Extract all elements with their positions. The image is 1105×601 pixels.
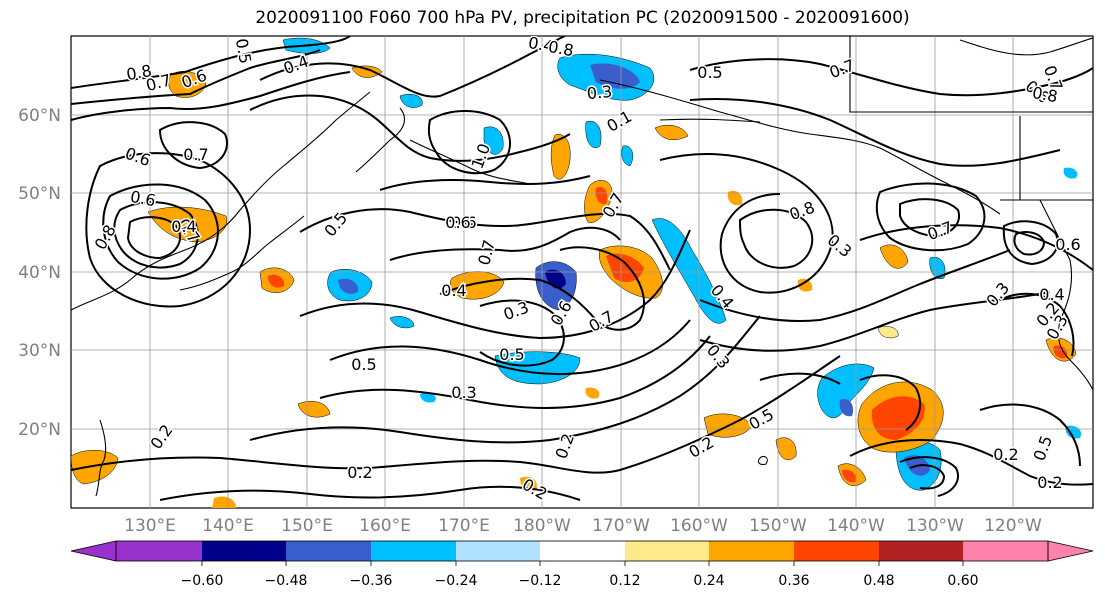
pv-contours bbox=[71, 36, 1093, 501]
colorbar-swatch-4 bbox=[371, 541, 456, 561]
lat-label-40n: 40°N bbox=[18, 263, 61, 283]
colorbar-tick-10: 0.60 bbox=[947, 573, 978, 589]
lon-label-120w: 120°W bbox=[984, 516, 1042, 536]
contour-label: 0.7 bbox=[183, 145, 208, 164]
contour-label: 0.2 bbox=[993, 445, 1018, 464]
colorbar-tick-2: −0.48 bbox=[265, 573, 308, 589]
contour-label: 0.4 bbox=[441, 281, 466, 300]
lon-label-160e: 160°E bbox=[359, 516, 411, 536]
contour-label: 0.2 bbox=[1037, 473, 1062, 492]
lon-label-130e: 130°E bbox=[124, 516, 176, 536]
colorbar-tick-6: 0.12 bbox=[609, 573, 640, 589]
colorbar-swatch-3 bbox=[286, 541, 371, 561]
contour-label: 0.4 bbox=[171, 217, 196, 236]
contour-label: 0.6 bbox=[129, 187, 157, 210]
contour-label: 0.8 bbox=[1031, 83, 1059, 106]
colorbar-outline bbox=[115, 540, 1049, 562]
map-title: 2020091100 F060 700 hPa PV, precipitatio… bbox=[255, 8, 910, 28]
lon-label-130w: 130°W bbox=[906, 516, 964, 536]
lon-label-180w: 180°W bbox=[513, 516, 571, 536]
colorbar-tick-5: −0.12 bbox=[519, 573, 562, 589]
colorbar-swatch-8 bbox=[709, 541, 794, 561]
contour-label: 0.4 bbox=[1039, 285, 1064, 304]
coastlines bbox=[71, 36, 1093, 497]
lat-label-30n: 30°N bbox=[18, 341, 61, 361]
colorbar-swatch-9 bbox=[794, 541, 879, 561]
lon-label-160w: 160°W bbox=[670, 516, 728, 536]
colorbar-swatch-2 bbox=[202, 541, 286, 561]
colorbar-swatch-7 bbox=[625, 541, 709, 561]
colorbar-swatch-6 bbox=[540, 541, 625, 561]
contour-label: 0.2 bbox=[347, 463, 372, 482]
contour-label: 0.5 bbox=[697, 63, 722, 82]
colorbar: −0.60 −0.48 −0.36 −0.24 −0.12 0.12 0.24 … bbox=[70, 540, 1094, 589]
contour-label: 0.3 bbox=[586, 82, 613, 103]
lon-label-170e: 170°E bbox=[438, 516, 490, 536]
colorbar-tick-7: 0.24 bbox=[693, 573, 724, 589]
lon-label-150e: 150°E bbox=[281, 516, 333, 536]
colorbar-swatch-10 bbox=[879, 541, 963, 561]
colorbar-swatch-11 bbox=[963, 541, 1048, 561]
lon-label-150w: 150°W bbox=[749, 516, 807, 536]
lat-label-50n: 50°N bbox=[18, 184, 61, 204]
contour-label: 0.5 bbox=[499, 345, 524, 364]
contour-label: 0.6 bbox=[451, 213, 476, 232]
colorbar-swatch-1 bbox=[116, 541, 202, 561]
colorbar-extend-high bbox=[1047, 540, 1094, 562]
lat-label-60n: 60°N bbox=[18, 106, 61, 126]
colorbar-tick-9: 0.48 bbox=[863, 573, 894, 589]
lon-label-170w: 170°W bbox=[592, 516, 650, 536]
lon-label-140e: 140°E bbox=[202, 516, 254, 536]
colorbar-tick-1: −0.60 bbox=[181, 573, 224, 589]
colorbar-tick-4: −0.24 bbox=[435, 573, 478, 589]
contour-label: 0.4 bbox=[527, 33, 555, 56]
lon-label-140w: 140°W bbox=[827, 516, 885, 536]
colorbar-tick-3: −0.36 bbox=[350, 573, 393, 589]
lat-label-20n: 20°N bbox=[18, 420, 61, 440]
colorbar-extend-low bbox=[70, 540, 117, 562]
contour-label: 0.5 bbox=[351, 355, 376, 374]
contour-label: 0.3 bbox=[451, 383, 476, 402]
colorbar-swatch-5 bbox=[456, 541, 540, 561]
contour-label: 0.5 bbox=[232, 37, 255, 65]
colorbar-tick-8: 0.36 bbox=[778, 573, 809, 589]
contour-label: 0.6 bbox=[1055, 235, 1080, 254]
contour-label: 0.6 bbox=[445, 213, 470, 232]
latitude-labels: 60°N 50°N 40°N 30°N 20°N bbox=[18, 106, 61, 440]
longitude-labels: 130°E 140°E 150°E 160°E 170°E 180°W 170°… bbox=[124, 516, 1042, 536]
